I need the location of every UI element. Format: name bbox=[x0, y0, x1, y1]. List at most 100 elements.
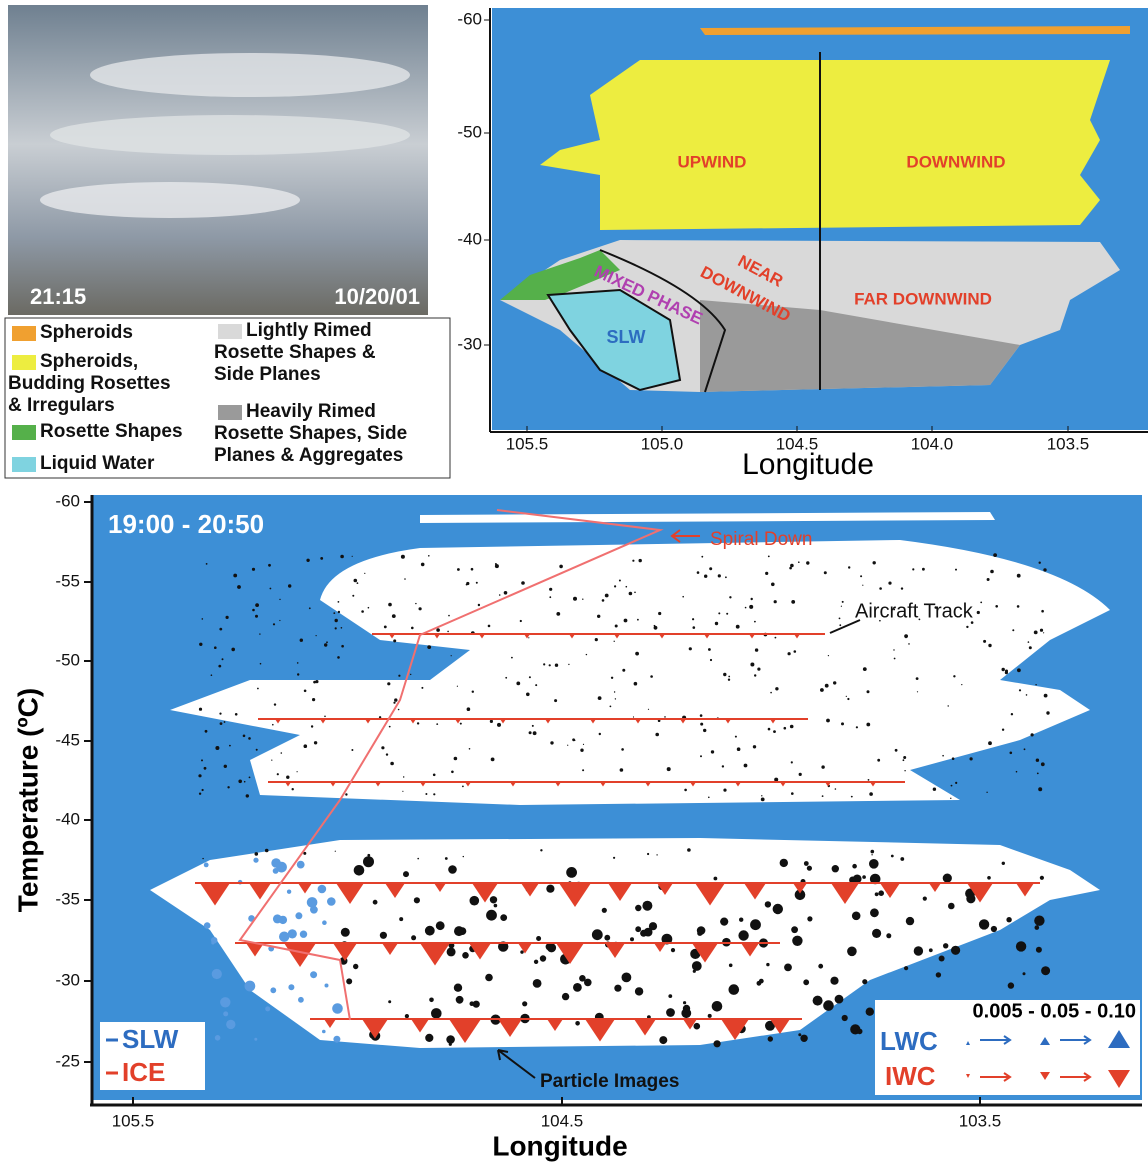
particle bbox=[273, 868, 279, 874]
particle bbox=[357, 582, 359, 584]
particle bbox=[832, 865, 839, 872]
particle bbox=[354, 865, 365, 876]
particle bbox=[942, 755, 944, 757]
particle bbox=[485, 974, 493, 982]
region-label: UPWIND bbox=[678, 152, 747, 171]
particle bbox=[387, 682, 390, 685]
particle bbox=[824, 571, 827, 574]
particle bbox=[433, 793, 435, 795]
particle bbox=[324, 643, 327, 646]
particle bbox=[939, 956, 945, 962]
particle bbox=[543, 663, 545, 665]
particle bbox=[415, 603, 416, 604]
particle bbox=[470, 896, 480, 906]
cloud bbox=[50, 115, 410, 155]
particle bbox=[546, 885, 554, 893]
particle bbox=[476, 582, 478, 584]
particle bbox=[446, 1035, 455, 1044]
particle bbox=[212, 969, 222, 979]
particle bbox=[1006, 917, 1011, 922]
particle bbox=[521, 581, 525, 585]
particle bbox=[201, 759, 203, 761]
region-upper bbox=[540, 60, 1110, 230]
particle bbox=[633, 716, 634, 717]
particle bbox=[204, 863, 209, 868]
particle bbox=[842, 601, 844, 603]
legend-label: Rosette Shapes bbox=[40, 421, 183, 442]
particle bbox=[602, 599, 605, 602]
region-label: SLW bbox=[607, 327, 646, 347]
time-range: 19:00 - 20:50 bbox=[108, 509, 264, 539]
particle bbox=[726, 613, 728, 615]
particle bbox=[520, 950, 523, 953]
particle bbox=[245, 981, 256, 992]
particle bbox=[549, 664, 551, 666]
particle bbox=[549, 596, 551, 598]
particle bbox=[970, 757, 973, 760]
particle bbox=[202, 618, 204, 620]
particle bbox=[1028, 641, 1030, 643]
particle bbox=[310, 971, 317, 978]
particle bbox=[399, 917, 403, 921]
particle bbox=[619, 580, 621, 582]
particle bbox=[635, 905, 641, 911]
particle bbox=[566, 867, 577, 878]
particle bbox=[341, 928, 350, 937]
particle bbox=[352, 595, 354, 597]
particle bbox=[979, 919, 989, 929]
particle bbox=[244, 781, 246, 783]
particle bbox=[966, 894, 975, 903]
particle bbox=[852, 912, 861, 921]
particle bbox=[279, 599, 280, 600]
particle bbox=[614, 585, 616, 587]
particle bbox=[951, 785, 953, 787]
particle bbox=[255, 603, 259, 607]
particle bbox=[421, 687, 423, 689]
particle bbox=[615, 625, 618, 628]
photo bbox=[8, 5, 428, 315]
particle bbox=[398, 675, 400, 677]
particle bbox=[322, 1030, 326, 1034]
particle bbox=[961, 684, 962, 685]
particle bbox=[536, 936, 541, 941]
legend-swatch bbox=[12, 457, 36, 472]
particle bbox=[847, 698, 849, 700]
particle bbox=[454, 757, 458, 761]
particle bbox=[818, 964, 823, 969]
particle bbox=[341, 645, 344, 648]
x-tick-label: 104.5 bbox=[541, 1111, 584, 1130]
particle bbox=[768, 728, 771, 731]
particle bbox=[215, 746, 219, 750]
particle bbox=[983, 640, 986, 643]
particle bbox=[425, 1034, 433, 1042]
particle bbox=[298, 997, 304, 1003]
y-tick-label: -45 bbox=[55, 730, 80, 749]
particle bbox=[744, 764, 748, 768]
particle bbox=[271, 760, 272, 761]
particle bbox=[454, 926, 464, 936]
particle bbox=[953, 947, 956, 950]
particle bbox=[204, 767, 207, 770]
particle bbox=[729, 964, 733, 968]
particle bbox=[867, 690, 870, 693]
particle bbox=[270, 987, 276, 993]
particle bbox=[546, 943, 553, 950]
particle bbox=[715, 622, 718, 625]
legend-label: Heavily Rimed bbox=[246, 401, 376, 422]
particle bbox=[952, 757, 955, 760]
particle bbox=[655, 733, 659, 737]
particle bbox=[714, 877, 718, 881]
y-tick-label: -60 bbox=[55, 491, 80, 510]
particle bbox=[708, 797, 710, 799]
particle bbox=[540, 849, 542, 851]
particle bbox=[311, 725, 313, 727]
particle bbox=[320, 557, 323, 560]
particle bbox=[472, 691, 474, 693]
particle bbox=[893, 649, 894, 650]
particle bbox=[788, 652, 791, 655]
particle bbox=[1037, 773, 1039, 775]
particle bbox=[337, 656, 340, 659]
y-tick-label: -50 bbox=[457, 122, 482, 141]
particle bbox=[904, 966, 908, 970]
particle bbox=[309, 607, 311, 609]
